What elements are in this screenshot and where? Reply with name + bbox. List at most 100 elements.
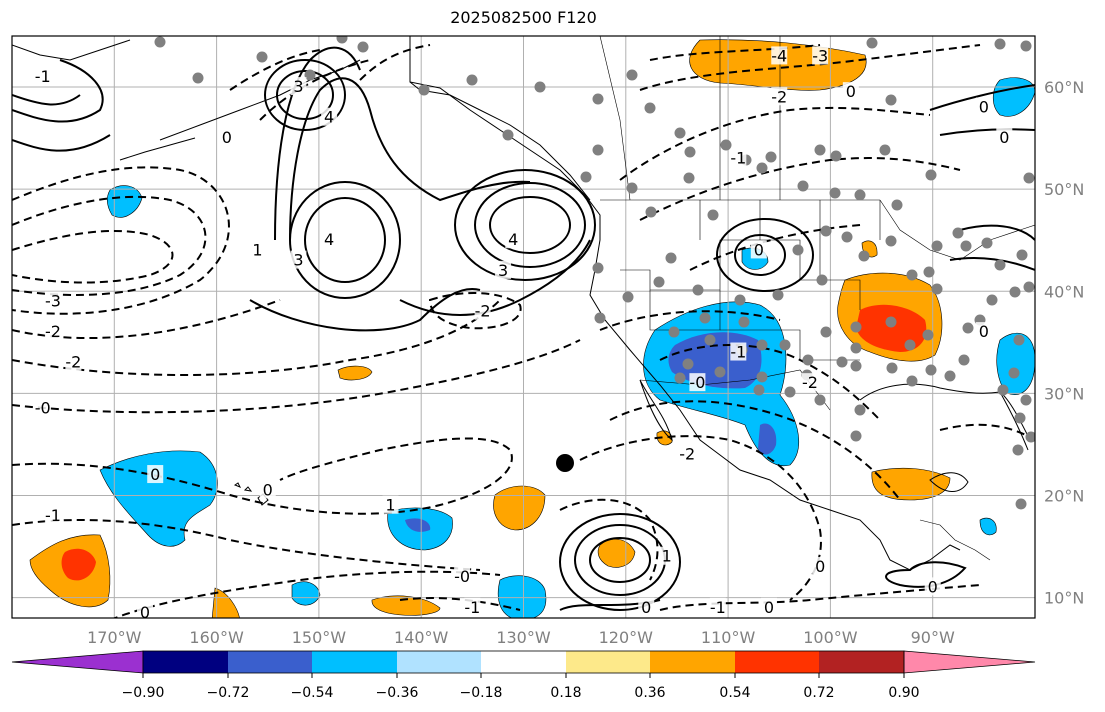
contour-label-bg	[44, 291, 61, 310]
contour-label-bg	[761, 597, 778, 616]
contour-label-bg	[218, 128, 235, 147]
station-dot	[592, 262, 604, 274]
contour-label: 0	[263, 480, 273, 499]
contour-label: -4	[771, 46, 787, 65]
station-dot	[714, 366, 726, 378]
contour-label: 0	[140, 603, 150, 622]
colorbar-segment	[819, 651, 904, 673]
orange-blob-bottom1	[371, 595, 441, 616]
contour-label: 0	[846, 82, 856, 101]
orange-blob-bottom2	[211, 587, 240, 618]
station-dot	[922, 329, 934, 341]
longitude-ticks: 170°W 160°W 150°W 140°W 130°W 120°W 110°W 100°W…	[87, 628, 955, 647]
station-dot	[925, 169, 937, 181]
station-dot	[1020, 394, 1032, 406]
blue-blob-southeast	[996, 332, 1035, 395]
lat-tick-label: 60°N	[1044, 78, 1084, 97]
contour-label-bg	[464, 597, 481, 616]
station-dot	[707, 209, 719, 221]
colorbar-segment	[735, 651, 819, 673]
contour-label: 3	[293, 251, 303, 270]
station-dot	[357, 41, 369, 53]
coastline-gulf	[859, 383, 1031, 441]
station-dot	[960, 240, 972, 252]
colorbar-extend-low	[11, 650, 144, 674]
high-tropical	[559, 513, 681, 611]
station-dot	[885, 316, 897, 328]
station-dot	[753, 384, 765, 396]
lat-tick-label: 50°N	[1044, 180, 1084, 199]
station-dot	[997, 384, 1009, 396]
contour-label: 0	[928, 577, 938, 596]
contour-label: 0	[979, 97, 989, 116]
colorbar-tick-label: −0.54	[291, 685, 334, 701]
station-dot	[534, 81, 546, 93]
station-dot	[674, 127, 686, 139]
contour-label: 3	[293, 77, 303, 96]
contour-label: 0	[815, 557, 825, 576]
contour-label-bg	[259, 480, 276, 499]
station-dot	[466, 74, 478, 86]
station-dot	[502, 129, 514, 141]
station-dot	[850, 360, 862, 372]
contour-label: -1	[730, 343, 746, 362]
station-dot	[304, 69, 316, 81]
contour-label-bg	[321, 230, 338, 249]
station-dot	[836, 356, 848, 368]
station-dot	[906, 269, 918, 281]
contour-label: -1	[730, 149, 746, 168]
station-dot	[154, 36, 166, 48]
station-dot	[885, 94, 897, 106]
station-dot	[931, 283, 943, 295]
station-dot	[952, 227, 964, 239]
station-dot	[994, 259, 1006, 271]
colorbar: −0.90 −0.72 −0.54 −0.36 −0.18 0.18 0.36 0.54 0.7…	[11, 650, 1036, 701]
contour-label-bg	[136, 602, 153, 618]
contour-label: -3	[812, 46, 828, 65]
contour-label-bg	[812, 556, 829, 575]
contour-label-bg	[730, 148, 747, 167]
station-dot	[841, 231, 853, 243]
contour-label: -2	[679, 445, 695, 464]
station-dot	[256, 51, 268, 63]
red-blob-west	[61, 548, 96, 581]
colorbar-segment	[481, 651, 566, 673]
station-dot	[418, 84, 430, 96]
coastline-north-america	[409, 36, 961, 571]
orange-blob-mid	[493, 485, 546, 531]
station-dot	[904, 339, 916, 351]
lat-tick-label: 30°N	[1044, 384, 1084, 403]
coastline-aleutian	[119, 137, 196, 161]
station-dot	[820, 326, 832, 338]
station-dot	[1012, 444, 1024, 456]
contour-label: -1	[710, 598, 726, 617]
station-dot	[906, 375, 918, 387]
station-dot	[734, 294, 746, 306]
station-dot	[1023, 281, 1035, 293]
station-dot	[683, 172, 695, 184]
contour-label: -2	[475, 302, 491, 321]
station-dot	[850, 342, 862, 354]
station-dot	[1025, 431, 1035, 443]
contour-label: -0	[35, 399, 51, 418]
contour-label-bg	[842, 82, 859, 101]
high-central	[716, 84, 1035, 588]
contour-label-bg	[812, 46, 829, 65]
station-dot	[925, 364, 937, 376]
station-dot	[720, 139, 732, 151]
station-dot	[665, 252, 677, 264]
station-dot	[592, 93, 604, 105]
storm-center-marker	[556, 454, 574, 472]
north-west	[12, 59, 111, 152]
station-dot	[816, 274, 828, 286]
station-dot	[692, 284, 704, 296]
contour-label: 0	[979, 322, 989, 341]
contours	[12, 46, 1035, 611]
colorbar-segment	[143, 651, 228, 673]
lon-tick-label: 140°W	[394, 628, 449, 647]
contour-label-bg	[771, 46, 788, 65]
contour-label-bg	[750, 240, 767, 259]
contour-label: 4	[508, 230, 518, 249]
darkblue-blob-mexico	[758, 423, 777, 455]
colorbar-tick-label: 0.18	[550, 685, 581, 701]
